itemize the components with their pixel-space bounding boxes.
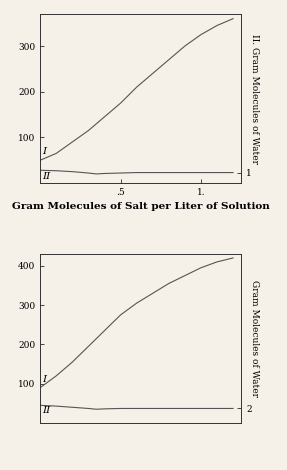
Y-axis label: II. Gram Molecules of Water: II. Gram Molecules of Water bbox=[250, 33, 259, 164]
Text: II: II bbox=[42, 172, 50, 180]
Y-axis label: Gram Molecules of Water: Gram Molecules of Water bbox=[249, 280, 259, 397]
X-axis label: Gram Molecules of Salt per Liter of Solution: Gram Molecules of Salt per Liter of Solu… bbox=[12, 203, 269, 212]
Text: I: I bbox=[42, 147, 46, 156]
Text: I: I bbox=[42, 375, 46, 384]
Text: II: II bbox=[42, 407, 50, 415]
